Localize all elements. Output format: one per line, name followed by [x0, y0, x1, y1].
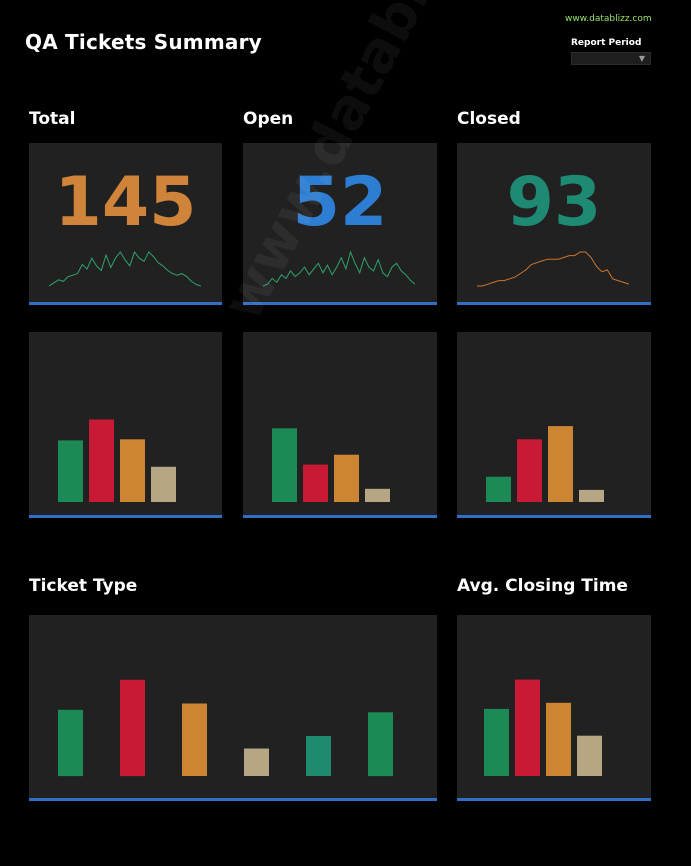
bar-4 [151, 466, 176, 502]
bar-2 [303, 464, 328, 502]
bar-1 [486, 476, 511, 502]
kpi-label-open: Open [243, 109, 294, 129]
kpi-card-closed: 93 [457, 143, 651, 305]
bar-3 [182, 703, 207, 776]
bar-5 [306, 736, 331, 776]
card-underline [29, 515, 222, 518]
bar-4 [577, 735, 602, 776]
bar-chart-total [29, 332, 222, 518]
card-underline [457, 798, 651, 801]
bar-2 [517, 439, 542, 502]
sparkline-closed [477, 251, 629, 287]
bar-6 [368, 712, 393, 777]
card-underline [243, 302, 437, 305]
site-link[interactable]: www.datablizz.com [565, 14, 652, 24]
kpi-label-total: Total [29, 109, 76, 129]
sparkline-total [49, 250, 201, 287]
report-period-select[interactable]: ▼ [571, 52, 651, 65]
card-underline [457, 515, 651, 518]
bar-2 [120, 679, 145, 777]
kpi-card-open: 52 [243, 143, 437, 305]
section-label-avg-closing-time: Avg. Closing Time [457, 576, 628, 596]
page-title: QA Tickets Summary [25, 30, 262, 54]
bar-1 [58, 709, 83, 777]
bar-3 [548, 426, 573, 502]
bar-1 [272, 428, 297, 502]
kpi-value-closed: 93 [506, 163, 602, 242]
card-underline [29, 302, 222, 305]
section-label-ticket-type: Ticket Type [29, 576, 138, 596]
chevron-down-icon: ▼ [638, 54, 645, 63]
card-underline [29, 798, 437, 801]
sparkline-series [49, 250, 201, 287]
kpi-value-total: 145 [54, 163, 197, 242]
kpi-card-total: 145 [29, 143, 222, 305]
bar-chart-closed [457, 332, 651, 518]
bar-chart-ticket-type [29, 615, 437, 801]
report-period-label: Report Period [571, 38, 642, 48]
bar-1 [58, 440, 83, 502]
bar-4 [579, 489, 604, 502]
bar-1 [484, 708, 509, 776]
sparkline-open [263, 250, 415, 287]
kpi-value-open: 52 [292, 163, 388, 242]
bar-4 [244, 748, 269, 776]
bar-3 [334, 454, 359, 502]
card-underline [243, 515, 437, 518]
bar-3 [120, 439, 145, 502]
bar-2 [89, 419, 114, 502]
sparkline-series [263, 250, 415, 287]
bar-chart-avg-closing-time [457, 615, 651, 801]
bar-chart-open [243, 332, 437, 518]
bar-2 [515, 679, 540, 776]
bar-3 [546, 702, 571, 776]
kpi-label-closed: Closed [457, 109, 521, 129]
bar-4 [365, 488, 390, 502]
sparkline-series [477, 251, 629, 287]
card-underline [457, 302, 651, 305]
